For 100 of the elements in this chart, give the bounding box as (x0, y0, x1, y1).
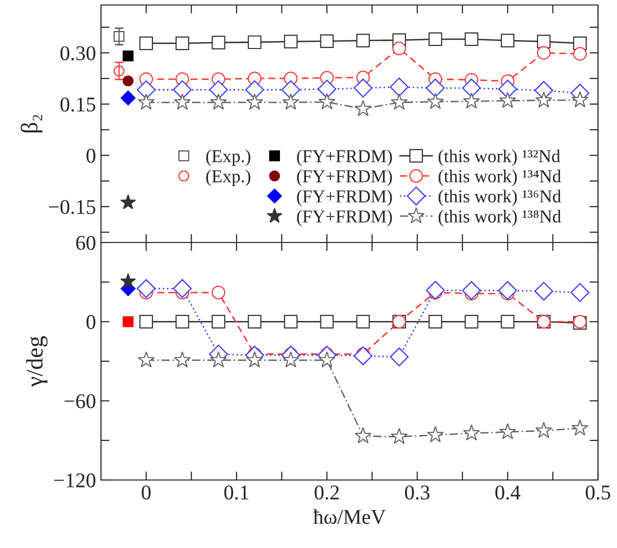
point (248, 35, 262, 50)
point (246, 94, 264, 110)
y-tick-label: −120 (54, 473, 96, 488)
point (570, 283, 590, 302)
point (392, 42, 406, 56)
point (426, 92, 444, 110)
x-axis-title: ħω/MeV (313, 509, 386, 524)
point (114, 31, 124, 42)
y-tick-label: 0 (86, 148, 96, 163)
legend-label: (FY+FRDM) (297, 190, 392, 206)
point (500, 314, 514, 328)
x-tick-label: 0.5 (586, 485, 610, 500)
legend-label: (this work) ¹³⁴Nd (438, 170, 562, 186)
x-tick-label: 0.3 (405, 485, 430, 500)
point (462, 78, 481, 98)
x-tick-label: 0.2 (314, 485, 339, 500)
point (318, 351, 336, 368)
legend-label: (this work) ¹³⁸Nd (438, 210, 562, 226)
point (462, 281, 481, 300)
point (172, 279, 192, 298)
point (354, 346, 372, 366)
legend-label: (Exp.) (206, 150, 250, 166)
point (209, 80, 228, 100)
point (463, 424, 480, 441)
point (463, 92, 480, 109)
point (354, 78, 372, 98)
x-tick-label: 0.1 (224, 485, 248, 500)
point (122, 316, 134, 328)
point (390, 348, 409, 366)
point (212, 36, 226, 50)
point (426, 78, 445, 98)
point (120, 194, 136, 210)
point (573, 47, 587, 61)
point (120, 90, 136, 106)
point (428, 32, 442, 46)
point (120, 273, 136, 288)
point (428, 314, 442, 328)
legend-label: (this work) ¹³²Nd (438, 150, 560, 166)
point (281, 80, 300, 100)
point (172, 80, 192, 100)
point (534, 282, 554, 301)
point (536, 46, 551, 60)
point (136, 279, 156, 298)
point (426, 280, 445, 300)
point (354, 100, 372, 116)
point (176, 314, 190, 328)
point (246, 351, 264, 368)
point (320, 34, 334, 48)
point (356, 314, 370, 328)
legend-label: (FY+FRDM) (297, 210, 392, 226)
y-tick-label: −60 (64, 394, 96, 408)
point (210, 351, 227, 368)
point (248, 314, 262, 328)
point (318, 93, 336, 110)
point (138, 94, 155, 110)
point (571, 91, 588, 108)
point (535, 422, 552, 438)
point (571, 419, 588, 436)
x-tick-label: 0 (142, 485, 151, 500)
point (499, 92, 516, 108)
point (139, 36, 153, 50)
point (499, 423, 516, 440)
point (139, 314, 153, 328)
point (212, 314, 226, 328)
x-tick-label: 0.4 (495, 485, 520, 500)
point (174, 94, 191, 110)
point (282, 94, 300, 110)
point (284, 34, 298, 48)
point (210, 94, 227, 110)
point (174, 351, 191, 368)
point (498, 80, 518, 98)
y-tick-label: −0.15 (48, 200, 96, 214)
point (356, 34, 370, 48)
point (318, 80, 336, 98)
point (535, 91, 552, 108)
point (284, 314, 298, 328)
y-axis-title: γ/deg (26, 336, 48, 387)
point (122, 75, 134, 86)
y-axis-title: β₂ (20, 114, 42, 132)
point (464, 32, 478, 46)
legend-label: (FY+FRDM) (297, 170, 392, 186)
legend-label: (FY+FRDM) (297, 150, 392, 166)
point (390, 78, 409, 96)
y-tick-label: 60 (76, 236, 96, 250)
point (122, 50, 134, 62)
point (320, 314, 334, 328)
point (245, 80, 264, 100)
point (138, 351, 155, 368)
point (354, 427, 372, 444)
point (282, 351, 300, 368)
point (176, 36, 190, 50)
point (498, 281, 518, 300)
y-tick-label: 0.30 (60, 46, 96, 60)
y-tick-label: 0.15 (60, 97, 96, 112)
y-tick-label: 0 (86, 315, 96, 330)
point (500, 34, 514, 48)
point (464, 314, 478, 328)
point (390, 428, 408, 444)
point (390, 94, 408, 110)
point (212, 286, 226, 300)
